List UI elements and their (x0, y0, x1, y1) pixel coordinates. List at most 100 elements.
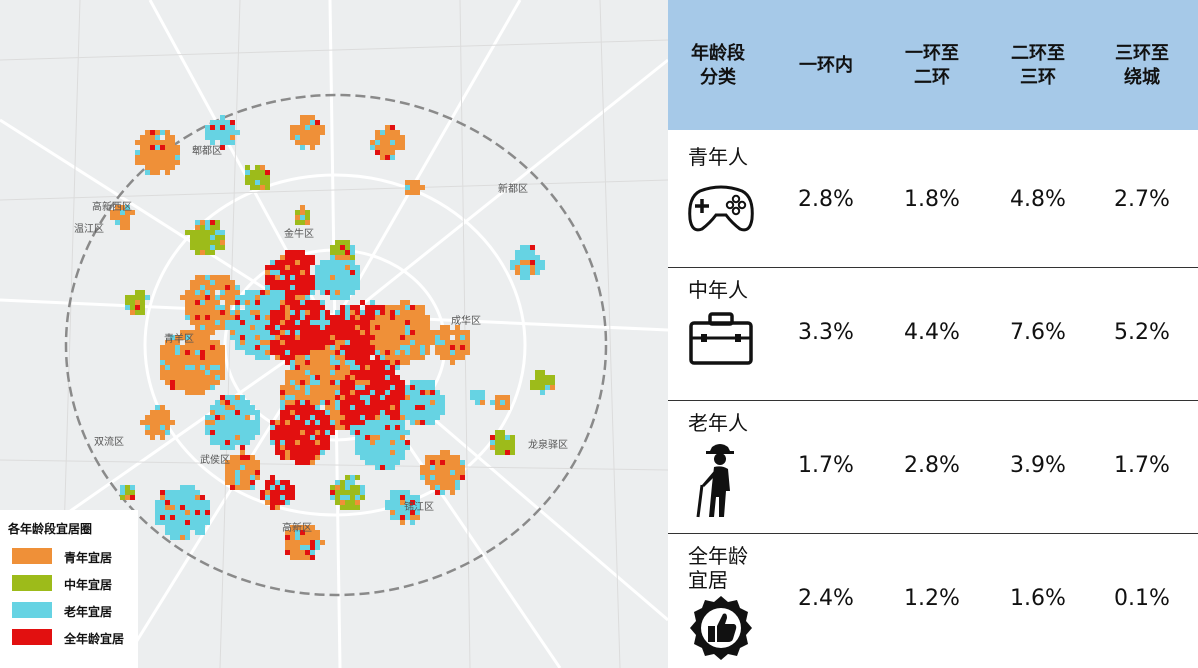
livability-cell (260, 165, 265, 170)
livability-cell (140, 135, 145, 140)
livability-cell (255, 345, 260, 350)
livability-cell (325, 330, 330, 335)
livability-cell (185, 310, 190, 315)
livability-cell (295, 290, 300, 295)
livability-cell (230, 325, 235, 330)
livability-cell (400, 350, 405, 355)
livability-cell (210, 295, 215, 300)
livability-cell (300, 135, 305, 140)
livability-cell (230, 125, 235, 130)
livability-cell (235, 335, 240, 340)
livability-cell (515, 265, 520, 270)
livability-cell (295, 220, 300, 225)
livability-cell (230, 285, 235, 290)
livability-cell (340, 315, 345, 320)
livability-cell (305, 315, 310, 320)
livability-cell (305, 335, 310, 340)
livability-cell (170, 145, 175, 150)
livability-cell (320, 305, 325, 310)
livability-cell (405, 345, 410, 350)
livability-cell (220, 290, 225, 295)
livability-cell (335, 265, 340, 270)
livability-cell (200, 300, 205, 305)
livability-cell (270, 275, 275, 280)
livability-cell (345, 335, 350, 340)
livability-cell (210, 235, 215, 240)
livability-cell (190, 320, 195, 325)
livability-cell (325, 340, 330, 345)
livability-cell (300, 115, 305, 120)
livability-cell (400, 335, 405, 340)
livability-cell (390, 320, 395, 325)
livability-cell (290, 305, 295, 310)
livability-cell (235, 310, 240, 315)
livability-cell (380, 345, 385, 350)
livability-cell (385, 305, 390, 310)
livability-cell (215, 245, 220, 250)
livability-cell (285, 330, 290, 335)
livability-cell (390, 345, 395, 350)
livability-cell (300, 320, 305, 325)
livability-cell (190, 240, 195, 245)
livability-cell (345, 340, 350, 345)
livability-cell (335, 275, 340, 280)
livability-cell (275, 345, 280, 350)
livability-cell (330, 265, 335, 270)
livability-cell (210, 330, 215, 335)
livability-cell (380, 150, 385, 155)
livability-cell (295, 300, 300, 305)
livability-cell (280, 260, 285, 265)
livability-cell (200, 285, 205, 290)
livability-cell (330, 290, 335, 295)
livability-cell (230, 315, 235, 320)
livability-cell (145, 145, 150, 150)
livability-cell (210, 135, 215, 140)
livability-cell (530, 270, 535, 275)
livability-cell (300, 295, 305, 300)
livability-cell (345, 305, 350, 310)
livability-cell (300, 125, 305, 130)
livability-cell (140, 310, 145, 315)
livability-cell (400, 355, 405, 360)
livability-cell (355, 345, 360, 350)
livability-cell (205, 285, 210, 290)
livability-cell (290, 270, 295, 275)
livability-cell (520, 270, 525, 275)
livability-cell (530, 265, 535, 270)
livability-cell (535, 255, 540, 260)
livability-cell (310, 305, 315, 310)
livability-cell (315, 315, 320, 320)
livability-cell (275, 285, 280, 290)
livability-cell (305, 120, 310, 125)
livability-cell (290, 315, 295, 320)
livability-cell (305, 130, 310, 135)
livability-cell (170, 160, 175, 165)
livability-cell (265, 300, 270, 305)
livability-cell (295, 210, 300, 215)
livability-cell (215, 275, 220, 280)
livability-cell (265, 340, 270, 345)
livability-cell (280, 300, 285, 305)
livability-cell (330, 295, 335, 300)
livability-cell (290, 345, 295, 350)
livability-cell (245, 165, 250, 170)
livability-cell (230, 295, 235, 300)
livability-cell (410, 330, 415, 335)
livability-cell (325, 280, 330, 285)
livability-cell (265, 290, 270, 295)
livability-cell (275, 325, 280, 330)
livability-cell (160, 145, 165, 150)
livability-cell (375, 315, 380, 320)
ring-expressway (64, 93, 608, 597)
livability-cell (190, 300, 195, 305)
livability-cell (130, 305, 135, 310)
livability-cell (215, 225, 220, 230)
livability-cell (255, 330, 260, 335)
livability-cell (380, 340, 385, 345)
livability-cell (380, 145, 385, 150)
livability-cell (295, 295, 300, 300)
livability-cell (325, 270, 330, 275)
livability-cell (205, 135, 210, 140)
livability-cell (380, 330, 385, 335)
livability-cell (305, 125, 310, 130)
